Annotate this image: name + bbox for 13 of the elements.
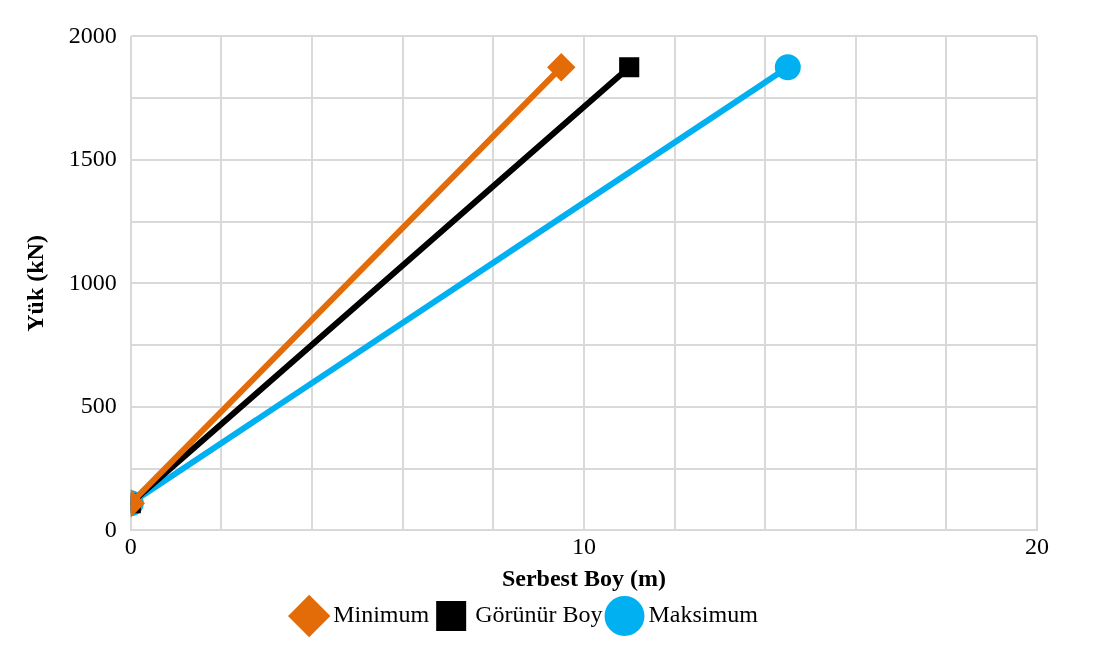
y-tick-label: 1000 [68,268,117,295]
legend-label: Görünür Boy [475,601,603,628]
y-tick-label: 500 [80,392,117,419]
y-tick-label: 0 [104,515,117,542]
x-axis-title: Serbest Boy (m) [501,564,666,591]
legend-label: Minimum [333,601,430,628]
x-tick-label: 10 [571,533,596,560]
y-axis-title: Yük (kN) [21,235,48,332]
y-tick-label: 1500 [68,145,117,172]
x-tick-label: 20 [1025,533,1049,560]
x-tick-label: 0 [124,533,137,560]
y-tick-label: 2000 [68,21,117,48]
legend-label: Maksimum [648,601,759,628]
